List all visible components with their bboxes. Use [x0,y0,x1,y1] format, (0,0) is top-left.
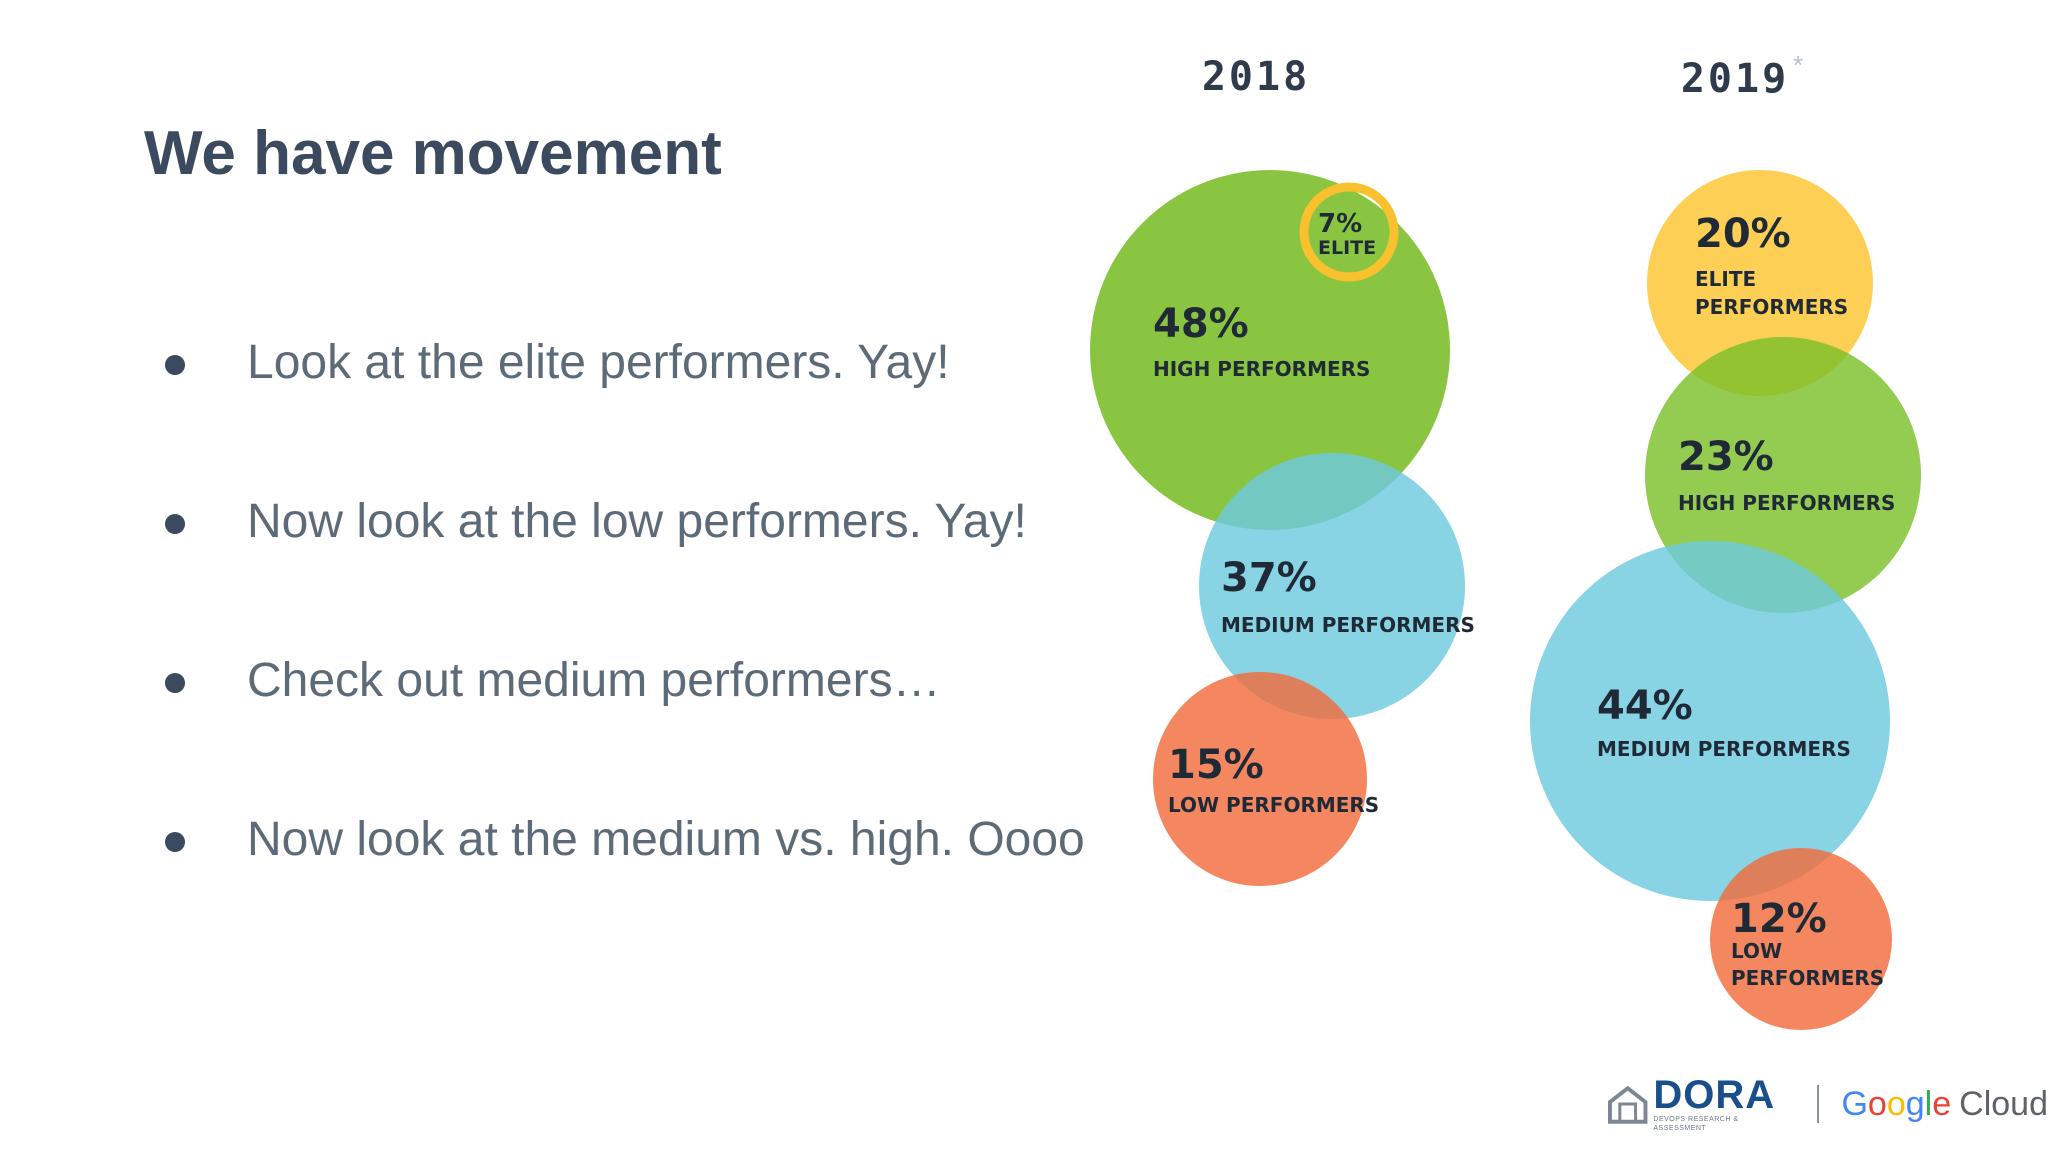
bubble-elite-performers-2019 [1647,170,1873,396]
google-letter: l [1924,1085,1933,1123]
bubble-low-performers-2018 [1153,672,1367,886]
bubble-category-label: HIGH PERFORMERS [1678,491,1895,515]
bubble-value-label: 15% [1168,742,1264,788]
google-letter: o [1886,1085,1906,1123]
bubble-group: 37% MEDIUM PERFORMERS [1199,453,1475,719]
bubble-category-label: LOW [1731,939,1782,963]
google-logo-text: Google [1841,1085,1951,1123]
bullet-item: Now look at the medium vs. high. Oooo [165,802,1085,961]
bubble-value-label: 37% [1221,555,1317,601]
google-letter: G [1841,1085,1868,1123]
logo-divider [1817,1085,1820,1123]
bubble-group: 12%LOW PERFORMERS [1710,848,1892,1030]
bubble-group: 20% ELITE PERFORMERS [1647,170,1873,396]
bubble-high-performers-2018 [1090,170,1450,530]
bubble-category-label: LOW PERFORMERS [1168,793,1379,817]
bubble-elite-2018 [1299,182,1399,282]
cloud-logo-text: Cloud [1959,1085,2048,1123]
bubble-medium-performers-2018 [1199,453,1465,719]
bubble-category-label: PERFORMERS [1731,966,1884,990]
footer-logos: DORA DEVOPS RESEARCH & ASSESSMENT Google… [1606,1073,2048,1132]
google-letter: o [1867,1085,1887,1123]
bubble-group: 44% MEDIUM PERFORMERS [1530,541,1890,901]
google-cloud-logo: Google Cloud [1841,1084,2048,1124]
year-label-2018: 2018 [1202,54,1310,100]
dora-tagline: DEVOPS RESEARCH & ASSESSMENT [1653,1116,1739,1132]
bubble-value-label: 23% [1678,434,1774,480]
year-footnote-mark: * [1793,50,1803,80]
google-letter: g [1905,1085,1925,1123]
bubble-group: 48% HIGH PERFORMERS [1090,170,1450,530]
bullet-item: Check out medium performers… [165,643,1085,802]
bubble-value-label: 48% [1153,301,1249,347]
bubble-category-label: MEDIUM PERFORMERS [1597,737,1851,761]
bubble-category-label: ELITE [1318,237,1376,259]
bubble-value-label: 7% [1318,209,1362,239]
google-letter: e [1932,1085,1952,1123]
bullet-item: Look at the elite performers. Yay! [165,325,1085,484]
bullet-list: Look at the elite performers. Yay! Now l… [165,325,1085,961]
dora-house-icon [1607,1085,1648,1124]
bubble-category-label: PERFORMERS [1695,295,1848,319]
bubble-category-label: MEDIUM PERFORMERS [1221,613,1475,637]
bubble-medium-performers-2019 [1530,541,1890,901]
bullet-item: Now look at the low performers. Yay! [165,484,1085,643]
bubble-low-performers-2019 [1710,848,1892,1030]
bubble-value-label: 12% [1731,896,1827,942]
bubble-group: 7%ELITE [1299,182,1399,282]
bubble-value-label: 44% [1597,683,1693,729]
dora-logo-text: DORA [1653,1073,1776,1117]
year-label-2019: 2019 [1681,56,1789,102]
bubble-category-label: ELITE [1695,267,1756,291]
bubble-category-label: HIGH PERFORMERS [1153,357,1370,381]
bubble-value-label: 20% [1695,211,1791,257]
bubble-group: 15% LOW PERFORMERS [1153,672,1379,886]
slide-title: We have movement [144,119,722,188]
